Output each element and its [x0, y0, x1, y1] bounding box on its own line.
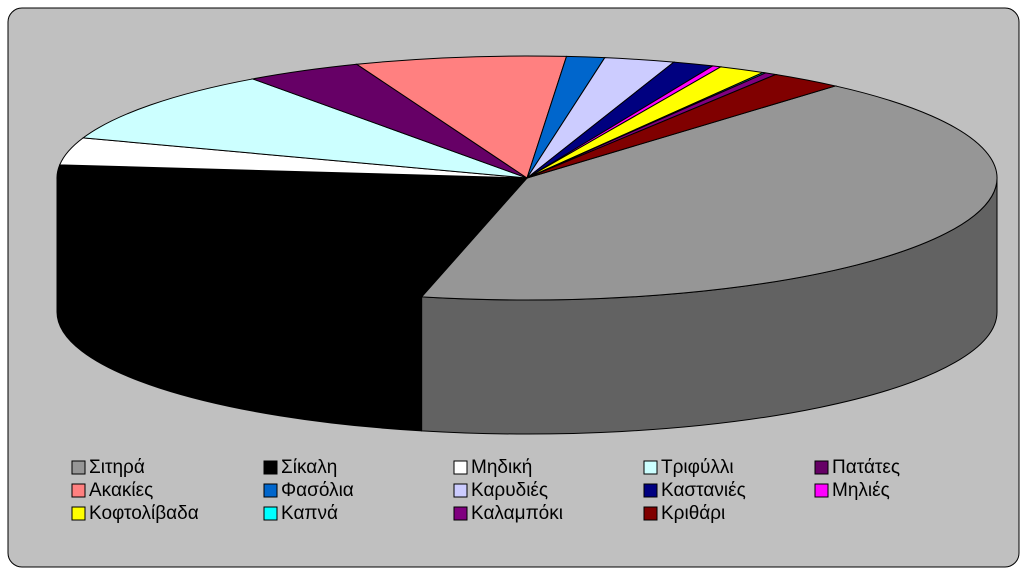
- pie-tops: [56, 55, 998, 301]
- pie-slice: [81, 78, 528, 179]
- legend-label: Μηλιές: [832, 480, 890, 501]
- legend-swatch: [814, 460, 829, 475]
- legend-swatch: [453, 506, 468, 521]
- legend-swatch: [814, 483, 829, 498]
- legend-label: Κοφτολίβαδα: [89, 503, 199, 524]
- legend-label: Τριφύλλι: [661, 457, 734, 478]
- legend-swatch: [71, 483, 86, 498]
- pie-slice: [355, 55, 568, 179]
- legend-label: Σιτηρά: [89, 457, 145, 478]
- legend-label: Μηδική: [471, 457, 532, 478]
- pie-slice: [420, 85, 998, 301]
- legend-label: Καπνά: [281, 503, 338, 524]
- legend-swatch: [263, 460, 278, 475]
- pie-slice: [526, 73, 838, 179]
- legend-swatch: [453, 460, 468, 475]
- legend-swatch: [71, 460, 86, 475]
- legend-label: Ακακίες: [89, 480, 153, 501]
- legend-swatch: [453, 483, 468, 498]
- pie-slice: [56, 164, 529, 298]
- legend-label: Σίκαλη: [281, 457, 337, 478]
- legend-swatch: [643, 506, 658, 521]
- legend-swatch: [643, 460, 658, 475]
- legend-label: Φασόλια: [281, 480, 354, 501]
- legend-label: Καλαμπόκι: [471, 503, 563, 524]
- legend-swatch: [643, 483, 658, 498]
- legend-swatch: [71, 506, 86, 521]
- legend-label: Καστανιές: [661, 480, 746, 501]
- legend-label: Πατάτες: [832, 457, 900, 478]
- legend-swatch: [263, 483, 278, 498]
- legend: Σιτηρά Σίκαλη Μηδική Τριφύλλι Πατάτες Ακακίες…: [71, 457, 900, 524]
- legend-label: Καρυδιές: [471, 480, 548, 501]
- legend-label: Κριθάρι: [661, 503, 725, 524]
- legend-swatch: [263, 506, 278, 521]
